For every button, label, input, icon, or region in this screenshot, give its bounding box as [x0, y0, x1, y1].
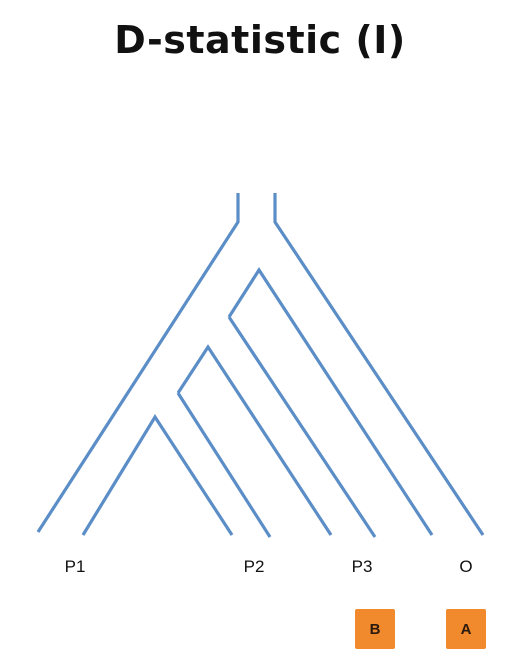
taxon-label-p2: P2: [243, 557, 265, 576]
branch-outer-left-edge: [36, 193, 240, 533]
branch-p3-clade: [227, 267, 434, 536]
allele-box-p3: B: [355, 609, 395, 649]
taxon-label-p1: P1: [64, 557, 86, 576]
branch-p2-inner: [176, 392, 272, 538]
taxon-label-o: O: [459, 557, 473, 576]
branch-outer-right-edge: [273, 193, 485, 536]
branch-p1-p2-clade: [81, 414, 234, 536]
branch-p2-p3-clade: [176, 344, 333, 536]
diagram-title: D-statistic (I): [114, 18, 406, 62]
taxon-label-p3: P3: [351, 557, 373, 576]
allele-box-o: A: [446, 609, 486, 649]
allele-label-p3: B: [369, 620, 381, 638]
allele-label-o: A: [460, 620, 472, 638]
branch-p3-inner: [227, 316, 377, 538]
